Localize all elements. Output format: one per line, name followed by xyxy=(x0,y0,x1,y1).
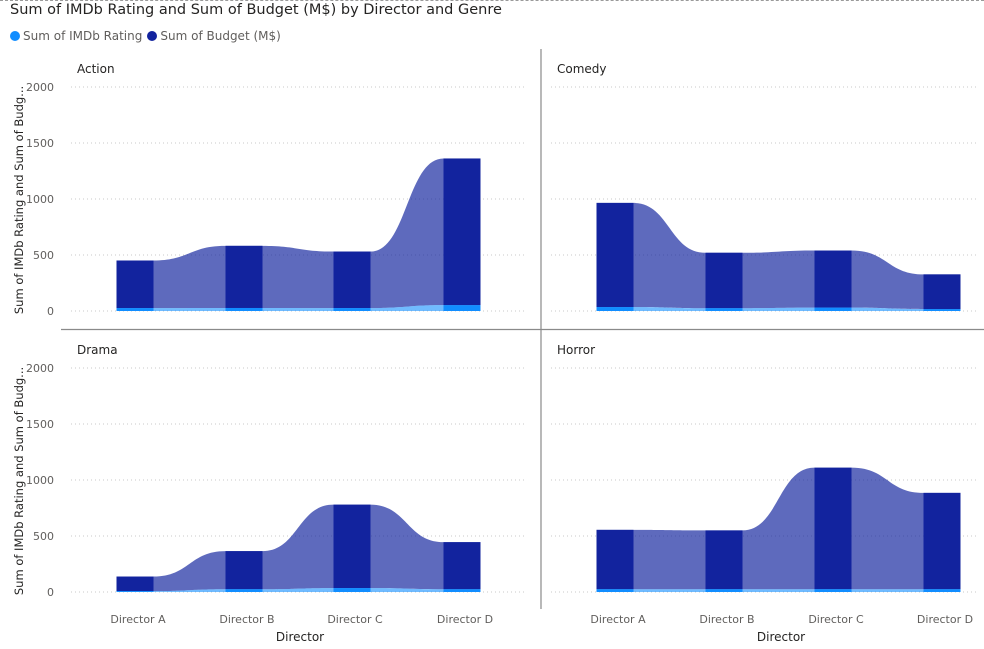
bar-budget xyxy=(443,158,481,306)
legend-item-budget[interactable]: Sum of Budget (M$) xyxy=(147,29,281,43)
bar-imdb-rating xyxy=(814,589,852,592)
x-tick-label: Director C xyxy=(327,613,383,626)
y-tick-label: 1500 xyxy=(26,418,54,431)
bar-imdb-rating xyxy=(814,307,852,311)
panel-comedy: Comedy xyxy=(551,62,977,312)
bar-budget xyxy=(116,576,154,592)
bar-budget xyxy=(333,504,371,589)
panel-action: 0 500 1000 1500 2000 Action xyxy=(26,62,527,318)
y-tick-label: 500 xyxy=(33,530,54,543)
ribbon-imdb-rating xyxy=(116,588,481,592)
ribbon-budget xyxy=(596,467,961,590)
y-tick-label: 1000 xyxy=(26,474,54,487)
ribbon-imdb-rating xyxy=(116,305,481,311)
bar-imdb-rating xyxy=(923,309,961,311)
x-tick-label: Director D xyxy=(917,613,973,626)
legend-item-imdb-rating[interactable]: Sum of IMDb Rating xyxy=(10,29,142,43)
legend[interactable]: Sum of IMDb Rating Sum of Budget (M$) xyxy=(10,29,286,43)
x-axis-title-left: Director xyxy=(276,630,324,644)
bar-imdb-rating xyxy=(333,588,371,592)
bar-imdb-rating xyxy=(116,591,154,592)
x-tick-label: Director A xyxy=(590,613,646,626)
x-tick-label: Director C xyxy=(808,613,864,626)
y-tick-label: 1000 xyxy=(26,193,54,206)
y-axis-title-top: Sum of IMDb Rating and Sum of Budg... xyxy=(12,86,26,314)
ribbon-imdb-rating xyxy=(596,589,961,592)
bar-imdb-rating xyxy=(443,305,481,311)
panel-title-drama: Drama xyxy=(77,343,118,357)
bar-budget xyxy=(923,492,961,590)
x-tick-label: Director D xyxy=(437,613,493,626)
x-tick-label: Director A xyxy=(110,613,166,626)
bar-imdb-rating xyxy=(596,589,634,592)
panel-drama: 0 500 1000 1500 2000 Drama Director A Director … xyxy=(26,343,527,626)
chart-title: Sum of IMDb Rating and Sum of Budget (M$… xyxy=(10,2,502,18)
x-axis-title-right: Director xyxy=(757,630,805,644)
y-tick-label: 2000 xyxy=(26,81,54,94)
top-border xyxy=(0,0,984,1)
x-tick-label: Director B xyxy=(699,613,754,626)
y-tick-label: 1500 xyxy=(26,137,54,150)
legend-swatch-imdb-rating xyxy=(10,31,20,41)
panel-horror: Horror Director A Director B Director C Dire… xyxy=(551,343,977,626)
bar-budget xyxy=(705,530,743,590)
y-axis-title-bottom: Sum of IMDb Rating and Sum of Budg... xyxy=(12,367,26,595)
bar-budget xyxy=(814,467,852,590)
panel-title-horror: Horror xyxy=(557,343,595,357)
bar-imdb-rating xyxy=(923,589,961,592)
bar-imdb-rating xyxy=(443,589,481,592)
bar-imdb-rating xyxy=(333,308,371,311)
legend-label-budget: Sum of Budget (M$) xyxy=(160,29,281,43)
bar-budget xyxy=(596,202,634,308)
x-tick-label: Director B xyxy=(219,613,274,626)
legend-label-imdb-rating: Sum of IMDb Rating xyxy=(23,29,143,43)
bar-imdb-rating xyxy=(705,589,743,592)
panel-title-action: Action xyxy=(77,62,115,76)
bar-imdb-rating xyxy=(116,308,154,311)
bar-budget xyxy=(116,260,154,309)
bar-budget xyxy=(596,529,634,590)
bar-budget xyxy=(333,251,371,309)
bar-budget xyxy=(443,542,481,590)
bar-imdb-rating xyxy=(225,589,263,592)
y-tick-label: 500 xyxy=(33,249,54,262)
bar-imdb-rating xyxy=(596,307,634,311)
bar-budget xyxy=(705,252,743,309)
ribbon-imdb-rating xyxy=(596,307,961,311)
bar-budget xyxy=(225,245,263,308)
legend-swatch-budget xyxy=(147,31,158,41)
bar-imdb-rating xyxy=(225,307,263,311)
bar-budget xyxy=(923,274,961,310)
y-tick-label: 0 xyxy=(47,586,54,599)
panel-title-comedy: Comedy xyxy=(557,62,607,76)
ribbon-budget xyxy=(596,202,961,310)
ribbon-budget xyxy=(116,158,481,309)
bar-imdb-rating xyxy=(705,308,743,311)
bar-budget xyxy=(814,250,852,308)
y-tick-label: 0 xyxy=(47,305,54,318)
ribbon-budget xyxy=(116,504,481,592)
bar-budget xyxy=(225,551,263,590)
y-tick-label: 2000 xyxy=(26,362,54,375)
